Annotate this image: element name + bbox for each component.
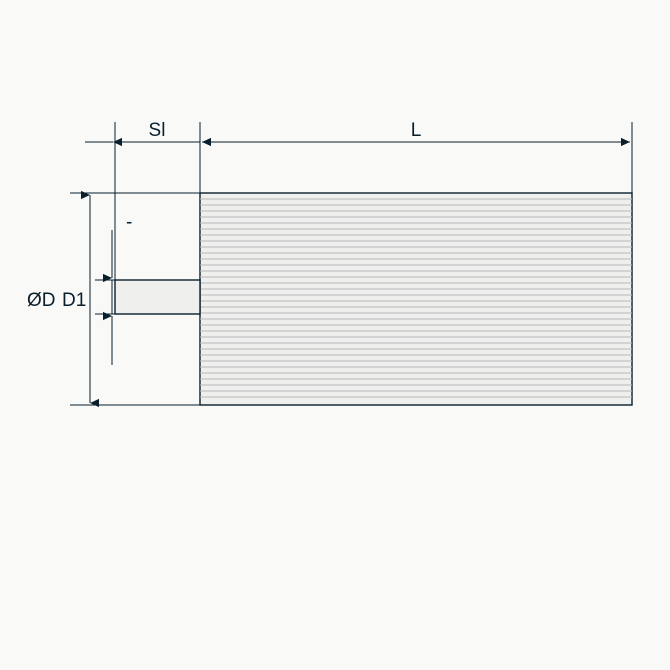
- shaft-rect: [115, 280, 200, 314]
- technical-drawing: L Sl - ØD D1: [0, 0, 670, 670]
- label-D: ØD: [27, 290, 56, 311]
- label-dash: -: [126, 212, 132, 233]
- label-Sl: Sl: [149, 120, 166, 141]
- label-L: L: [411, 120, 422, 141]
- label-D1: D1: [62, 290, 86, 311]
